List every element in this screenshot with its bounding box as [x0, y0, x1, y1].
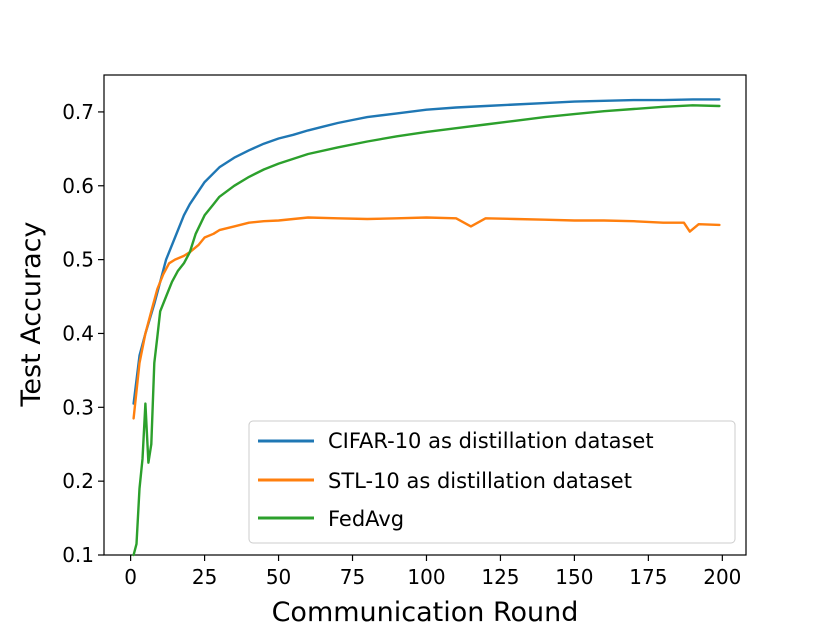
- y-tick-label: 0.2: [62, 469, 94, 493]
- y-axis-title: Test Accuracy: [16, 221, 47, 407]
- x-axis-ticks: 0 25 50 75 100 125 150 175 200: [124, 555, 741, 589]
- x-tick-label: 100: [407, 565, 445, 589]
- x-tick-label: 150: [555, 565, 593, 589]
- legend-label-fedavg: FedAvg: [328, 507, 404, 531]
- x-tick-label: 175: [629, 565, 667, 589]
- legend-label-cifar: CIFAR-10 as distillation dataset: [328, 429, 654, 453]
- y-axis-ticks: 0.1 0.2 0.3 0.4 0.5 0.6 0.7: [62, 100, 104, 567]
- x-axis-title: Communication Round: [272, 597, 579, 623]
- x-tick-label: 125: [481, 565, 519, 589]
- series-line-cifar10: [132, 98, 721, 405]
- y-tick-label: 0.6: [62, 174, 94, 198]
- legend-label-stl: STL-10 as distillation dataset: [328, 469, 632, 493]
- y-tick-label: 0.5: [62, 248, 94, 272]
- x-tick-label: 50: [266, 565, 291, 589]
- x-tick-label: 75: [340, 565, 365, 589]
- y-tick-label: 0.7: [62, 100, 94, 124]
- y-tick-label: 0.4: [62, 321, 94, 345]
- plot-area-frame: [103, 74, 747, 556]
- y-tick-label: 0.3: [62, 395, 94, 419]
- legend: CIFAR-10 as distillation dataset STL-10 …: [248, 420, 736, 544]
- series-line-fedavg: [132, 104, 721, 557]
- x-tick-label: 25: [192, 565, 217, 589]
- legend-box: [248, 420, 736, 544]
- x-tick-label: 200: [703, 565, 741, 589]
- x-tick-label: 0: [124, 565, 137, 589]
- series-line-stl10: [132, 216, 721, 420]
- y-tick-label: 0.1: [62, 543, 94, 567]
- series-layer: [132, 98, 721, 557]
